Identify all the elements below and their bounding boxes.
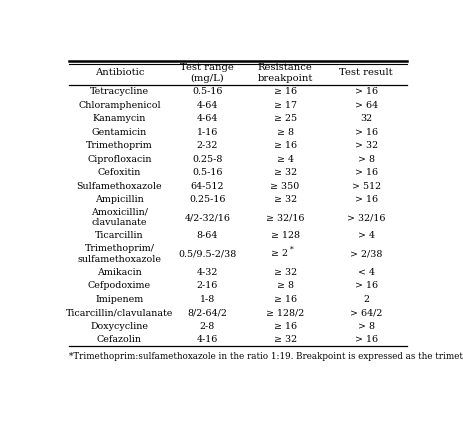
Text: Kanamycin: Kanamycin xyxy=(93,114,146,123)
Text: 8-64: 8-64 xyxy=(196,231,218,240)
Text: Ticarcillin/clavulanate: Ticarcillin/clavulanate xyxy=(66,308,173,317)
Text: ≥ 16: ≥ 16 xyxy=(273,295,296,304)
Text: 0.5-16: 0.5-16 xyxy=(192,168,222,177)
Text: ≥ 32: ≥ 32 xyxy=(273,268,296,277)
Text: Ticarcillin: Ticarcillin xyxy=(95,231,144,240)
Text: Amikacin: Amikacin xyxy=(97,268,142,277)
Text: Ampicillin: Ampicillin xyxy=(95,195,144,204)
Text: > 64/2: > 64/2 xyxy=(349,308,382,317)
Text: > 2/38: > 2/38 xyxy=(349,250,382,259)
Text: ≥ 16: ≥ 16 xyxy=(273,141,296,150)
Text: Cefazolin: Cefazolin xyxy=(97,335,142,344)
Text: Chloramphenicol: Chloramphenicol xyxy=(78,101,161,110)
Text: ≥ 350: ≥ 350 xyxy=(270,181,299,191)
Text: 1-16: 1-16 xyxy=(196,128,218,137)
Text: 64-512: 64-512 xyxy=(190,181,224,191)
Text: 8/2-64/2: 8/2-64/2 xyxy=(187,308,227,317)
Text: ≥ 8: ≥ 8 xyxy=(276,281,293,290)
Text: Ciprofloxacin: Ciprofloxacin xyxy=(87,155,151,163)
Text: ≥ 2: ≥ 2 xyxy=(271,250,288,259)
Text: 1-8: 1-8 xyxy=(200,295,214,304)
Text: Imipenem: Imipenem xyxy=(95,295,144,304)
Text: 0.25-8: 0.25-8 xyxy=(192,155,222,163)
Text: > 16: > 16 xyxy=(354,281,377,290)
Text: Doxycycline: Doxycycline xyxy=(90,322,148,330)
Text: 2-8: 2-8 xyxy=(200,322,214,330)
Text: Trimethoprim: Trimethoprim xyxy=(86,141,152,150)
Text: Gentamicin: Gentamicin xyxy=(92,128,147,137)
Text: ≥ 17: ≥ 17 xyxy=(273,101,296,110)
Text: Cefpodoxime: Cefpodoxime xyxy=(88,281,151,290)
Text: > 16: > 16 xyxy=(354,335,377,344)
Text: Test range
(mg/L): Test range (mg/L) xyxy=(180,63,234,83)
Text: 0.25-16: 0.25-16 xyxy=(189,195,225,204)
Text: *: * xyxy=(289,246,293,254)
Text: 4-32: 4-32 xyxy=(196,268,218,277)
Text: > 4: > 4 xyxy=(357,231,374,240)
Text: ≥ 16: ≥ 16 xyxy=(273,87,296,96)
Text: ≥ 128: ≥ 128 xyxy=(270,231,299,240)
Text: > 512: > 512 xyxy=(351,181,380,191)
Text: Cefoxitin: Cefoxitin xyxy=(98,168,141,177)
Text: > 8: > 8 xyxy=(357,322,374,330)
Text: > 8: > 8 xyxy=(357,155,374,163)
Text: > 64: > 64 xyxy=(354,101,377,110)
Text: 32: 32 xyxy=(359,114,371,123)
Text: 4/2-32/16: 4/2-32/16 xyxy=(184,213,230,222)
Text: < 4: < 4 xyxy=(357,268,374,277)
Text: 0.5-16: 0.5-16 xyxy=(192,87,222,96)
Text: > 16: > 16 xyxy=(354,168,377,177)
Text: Amoxicillin/
clavulanate: Amoxicillin/ clavulanate xyxy=(91,208,148,227)
Text: ≥ 16: ≥ 16 xyxy=(273,322,296,330)
Text: 2-16: 2-16 xyxy=(196,281,218,290)
Text: 4-64: 4-64 xyxy=(196,114,218,123)
Text: 4-16: 4-16 xyxy=(196,335,218,344)
Text: ≥ 4: ≥ 4 xyxy=(276,155,293,163)
Text: > 16: > 16 xyxy=(354,195,377,204)
Text: > 16: > 16 xyxy=(354,87,377,96)
Text: > 16: > 16 xyxy=(354,128,377,137)
Text: > 32: > 32 xyxy=(354,141,377,150)
Text: ≥ 8: ≥ 8 xyxy=(276,128,293,137)
Text: ≥ 32: ≥ 32 xyxy=(273,335,296,344)
Text: Resistance
breakpoint: Resistance breakpoint xyxy=(257,63,312,83)
Text: *Trimethoprim:sulfamethoxazole in the ratio 1:19. Breakpoint is expressed as the: *Trimethoprim:sulfamethoxazole in the ra… xyxy=(69,352,463,361)
Text: Sulfamethoxazole: Sulfamethoxazole xyxy=(76,181,162,191)
Text: ≥ 25: ≥ 25 xyxy=(273,114,296,123)
Text: ≥ 32: ≥ 32 xyxy=(273,168,296,177)
Text: Trimethoprim/
sulfamethoxazole: Trimethoprim/ sulfamethoxazole xyxy=(77,244,161,264)
Text: > 32/16: > 32/16 xyxy=(346,213,385,222)
Text: 4-64: 4-64 xyxy=(196,101,218,110)
Text: 0.5/9.5-2/38: 0.5/9.5-2/38 xyxy=(178,250,236,259)
Text: ≥ 32/16: ≥ 32/16 xyxy=(265,213,304,222)
Text: Test result: Test result xyxy=(339,69,392,77)
Text: ≥ 32: ≥ 32 xyxy=(273,195,296,204)
Text: 2-32: 2-32 xyxy=(196,141,218,150)
Text: 2: 2 xyxy=(363,295,369,304)
Text: ≥ 128/2: ≥ 128/2 xyxy=(265,308,304,317)
Text: Tetracycline: Tetracycline xyxy=(90,87,149,96)
Text: Antibiotic: Antibiotic xyxy=(94,69,144,77)
